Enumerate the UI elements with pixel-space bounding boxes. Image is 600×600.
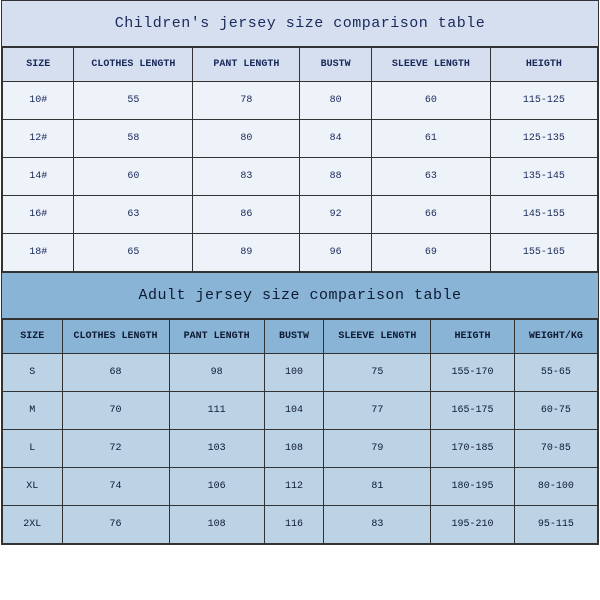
table-cell: 72 <box>62 430 169 468</box>
table-row: 12#58808461125-135 <box>3 120 598 158</box>
table-cell: 95-115 <box>514 506 597 544</box>
column-header: WEIGHT/KG <box>514 320 597 354</box>
table-cell: 108 <box>169 506 264 544</box>
table-cell: 83 <box>193 158 300 196</box>
table-cell: 61 <box>371 120 490 158</box>
children-title: Children's jersey size comparison table <box>2 1 598 47</box>
table-cell: 63 <box>74 196 193 234</box>
table-cell: 68 <box>62 354 169 392</box>
table-cell: 60 <box>371 82 490 120</box>
table-cell: 125-135 <box>490 120 597 158</box>
table-cell: 70-85 <box>514 430 597 468</box>
children-table-section: Children's jersey size comparison table … <box>2 1 598 272</box>
table-cell: 80 <box>300 82 371 120</box>
table-cell: 83 <box>324 506 431 544</box>
table-cell: 80 <box>193 120 300 158</box>
adult-table-section: Adult jersey size comparison table SIZEC… <box>2 272 598 544</box>
table-cell: M <box>3 392 63 430</box>
table-cell: 155-165 <box>490 234 597 272</box>
column-header: HEIGTH <box>490 48 597 82</box>
column-header: SLEEVE LENGTH <box>324 320 431 354</box>
table-cell: 96 <box>300 234 371 272</box>
table-cell: 88 <box>300 158 371 196</box>
table-cell: 103 <box>169 430 264 468</box>
table-row: 10#55788060115-125 <box>3 82 598 120</box>
column-header: SLEEVE LENGTH <box>371 48 490 82</box>
table-row: 2XL7610811683195-21095-115 <box>3 506 598 544</box>
table-cell: XL <box>3 468 63 506</box>
column-header: SIZE <box>3 48 74 82</box>
table-cell: 14# <box>3 158 74 196</box>
table-cell: 80-100 <box>514 468 597 506</box>
table-cell: L <box>3 430 63 468</box>
table-cell: 104 <box>264 392 324 430</box>
table-cell: 180-195 <box>431 468 514 506</box>
column-header: HEIGTH <box>431 320 514 354</box>
table-cell: 145-155 <box>490 196 597 234</box>
table-cell: 116 <box>264 506 324 544</box>
table-cell: 108 <box>264 430 324 468</box>
table-cell: 76 <box>62 506 169 544</box>
table-header-row: SIZECLOTHES LENGTHPANT LENGTHBUSTWSLEEVE… <box>3 320 598 354</box>
table-header-row: SIZECLOTHES LENGTHPANT LENGTHBUSTWSLEEVE… <box>3 48 598 82</box>
column-header: SIZE <box>3 320 63 354</box>
table-cell: 84 <box>300 120 371 158</box>
table-cell: 111 <box>169 392 264 430</box>
column-header: CLOTHES LENGTH <box>74 48 193 82</box>
table-row: M7011110477165-17560-75 <box>3 392 598 430</box>
table-cell: 106 <box>169 468 264 506</box>
table-cell: 10# <box>3 82 74 120</box>
table-row: 14#60838863135-145 <box>3 158 598 196</box>
table-cell: 55-65 <box>514 354 597 392</box>
table-cell: 55 <box>74 82 193 120</box>
table-cell: 65 <box>74 234 193 272</box>
table-row: S689810075155-17055-65 <box>3 354 598 392</box>
children-table: SIZECLOTHES LENGTHPANT LENGTHBUSTWSLEEVE… <box>2 47 598 272</box>
table-cell: 69 <box>371 234 490 272</box>
table-cell: 92 <box>300 196 371 234</box>
table-cell: 16# <box>3 196 74 234</box>
table-cell: 74 <box>62 468 169 506</box>
table-row: 16#63869266145-155 <box>3 196 598 234</box>
column-header: CLOTHES LENGTH <box>62 320 169 354</box>
table-cell: 135-145 <box>490 158 597 196</box>
table-cell: 170-185 <box>431 430 514 468</box>
table-cell: 195-210 <box>431 506 514 544</box>
table-cell: 115-125 <box>490 82 597 120</box>
table-cell: 70 <box>62 392 169 430</box>
table-cell: 155-170 <box>431 354 514 392</box>
table-cell: 78 <box>193 82 300 120</box>
column-header: BUSTW <box>264 320 324 354</box>
table-cell: 81 <box>324 468 431 506</box>
table-row: L7210310879170-18570-85 <box>3 430 598 468</box>
table-cell: 75 <box>324 354 431 392</box>
table-cell: 12# <box>3 120 74 158</box>
table-cell: 165-175 <box>431 392 514 430</box>
table-cell: 77 <box>324 392 431 430</box>
table-cell: 86 <box>193 196 300 234</box>
column-header: BUSTW <box>300 48 371 82</box>
table-cell: S <box>3 354 63 392</box>
table-cell: 2XL <box>3 506 63 544</box>
table-cell: 66 <box>371 196 490 234</box>
table-cell: 63 <box>371 158 490 196</box>
table-cell: 60 <box>74 158 193 196</box>
column-header: PANT LENGTH <box>169 320 264 354</box>
adult-title: Adult jersey size comparison table <box>2 272 598 319</box>
table-cell: 100 <box>264 354 324 392</box>
table-cell: 89 <box>193 234 300 272</box>
table-cell: 112 <box>264 468 324 506</box>
table-cell: 79 <box>324 430 431 468</box>
table-row: 18#65899669155-165 <box>3 234 598 272</box>
table-row: XL7410611281180-19580-100 <box>3 468 598 506</box>
table-cell: 58 <box>74 120 193 158</box>
column-header: PANT LENGTH <box>193 48 300 82</box>
table-cell: 18# <box>3 234 74 272</box>
adult-table: SIZECLOTHES LENGTHPANT LENGTHBUSTWSLEEVE… <box>2 319 598 544</box>
table-cell: 98 <box>169 354 264 392</box>
table-cell: 60-75 <box>514 392 597 430</box>
